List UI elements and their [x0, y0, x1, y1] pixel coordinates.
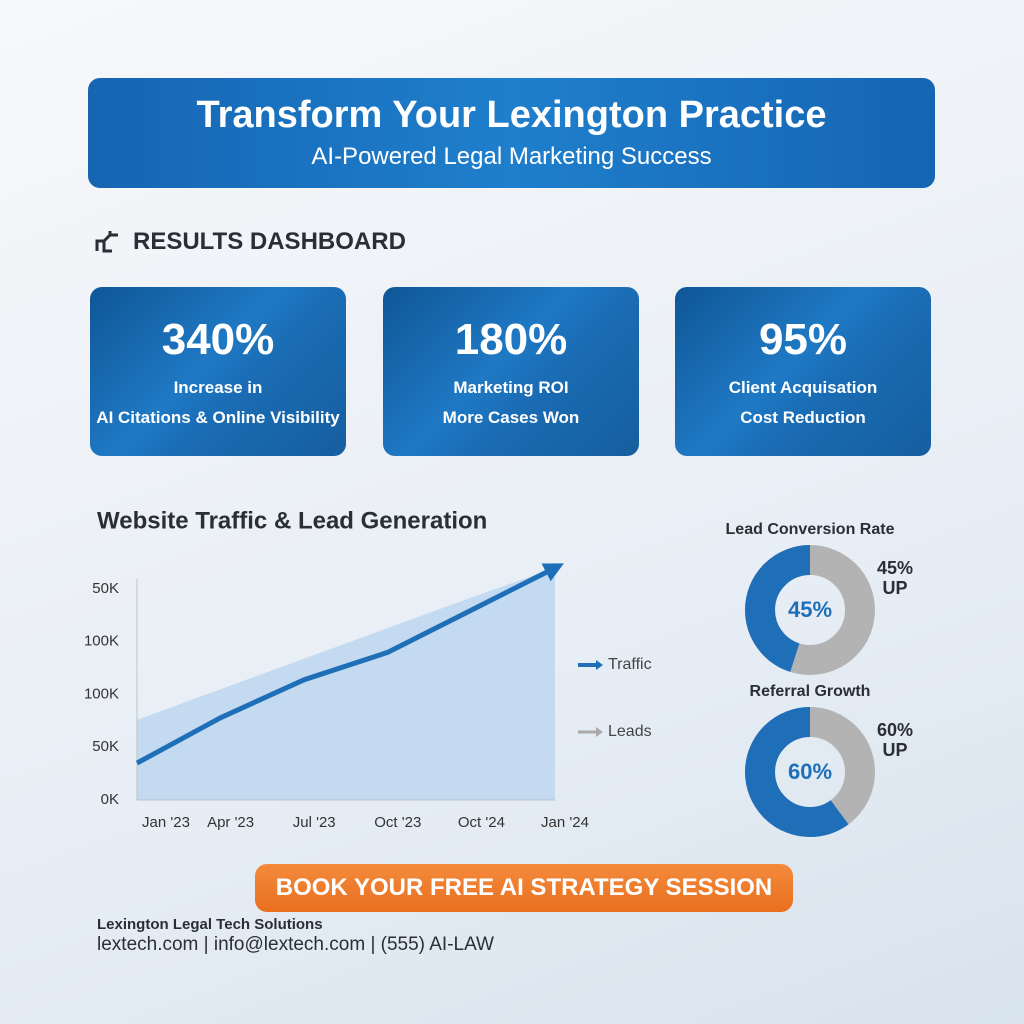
traffic-line	[135, 563, 564, 766]
footer-company: Lexington Legal Tech Solutions	[97, 916, 323, 933]
x-tick-label: Jan '23	[142, 814, 190, 831]
donut-label: 60%	[788, 759, 832, 784]
x-tick-label: Apr '23	[207, 814, 254, 831]
dashboard-icon	[95, 231, 118, 253]
stat-label: Increase in	[173, 378, 263, 397]
legend-arrow	[596, 727, 603, 737]
x-tick-label: Jan '24	[541, 814, 589, 831]
stat-value: 340%	[161, 315, 275, 364]
stat-label: AI Citations & Online Visibility	[96, 408, 340, 427]
x-tick-label: Oct '24	[458, 814, 505, 831]
chart-title: Website Traffic & Lead Generation	[97, 507, 487, 534]
stat-value: 180%	[454, 315, 568, 364]
legend-arrow	[596, 660, 603, 670]
footer-contact: lextech.com | info@lextech.com | (555) A…	[97, 934, 494, 955]
leads-area	[137, 567, 555, 800]
stat-label: More Cases Won	[442, 408, 580, 427]
donut-panel: Lead Conversion Rate 45% 45% UP Referral Gr…	[726, 521, 914, 837]
stat-card: 95% Client Acquisation Cost Reduction	[675, 287, 931, 456]
stat-label: Cost Reduction	[740, 408, 866, 427]
stat-card: 180% Marketing ROI More Cases Won	[383, 287, 639, 456]
stat-value: 95%	[758, 315, 848, 364]
header-subtitle: AI-Powered Legal Marketing Success	[311, 143, 712, 170]
trend-label: 45% UP	[876, 558, 914, 598]
x-tick-label: Jul '23	[293, 814, 336, 831]
header-title: Transform Your Lexington Practice	[196, 94, 827, 136]
y-tick-label: 50K	[92, 580, 119, 597]
chart: Website Traffic & Lead Generation 0K 50K 1…	[84, 507, 652, 831]
donut-segment	[745, 707, 875, 837]
legend-label: Traffic	[608, 656, 652, 673]
cta-button[interactable]: BOOK YOUR FREE AI STRATEGY SESSION	[255, 864, 793, 912]
trend-box: 45% UP	[876, 558, 914, 598]
donut-title: Referral Growth	[750, 683, 871, 700]
section-title: RESULTS DASHBOARD	[133, 228, 406, 255]
donut-segment	[745, 545, 875, 675]
donut-title: Lead Conversion Rate	[726, 521, 895, 538]
y-tick-label: 0K	[101, 791, 119, 808]
stat-label: Client Acquisation	[728, 378, 878, 397]
x-tick-label: Oct '23	[374, 814, 421, 831]
y-tick-label: 100K	[84, 633, 119, 650]
header: Transform Your Lexington Practice AI-Pow…	[88, 78, 935, 188]
trend-label: 60% UP	[876, 720, 914, 760]
y-tick-label: 50K	[92, 738, 119, 755]
legend-label: Leads	[608, 723, 652, 740]
y-tick-label: 100K	[84, 685, 119, 702]
donut-label: 45%	[788, 597, 832, 622]
stat-card: 340% Increase in AI Citations & Online Vis…	[90, 287, 346, 456]
stat-label: Marketing ROI	[453, 378, 569, 397]
trend-box: 60% UP	[876, 720, 914, 760]
